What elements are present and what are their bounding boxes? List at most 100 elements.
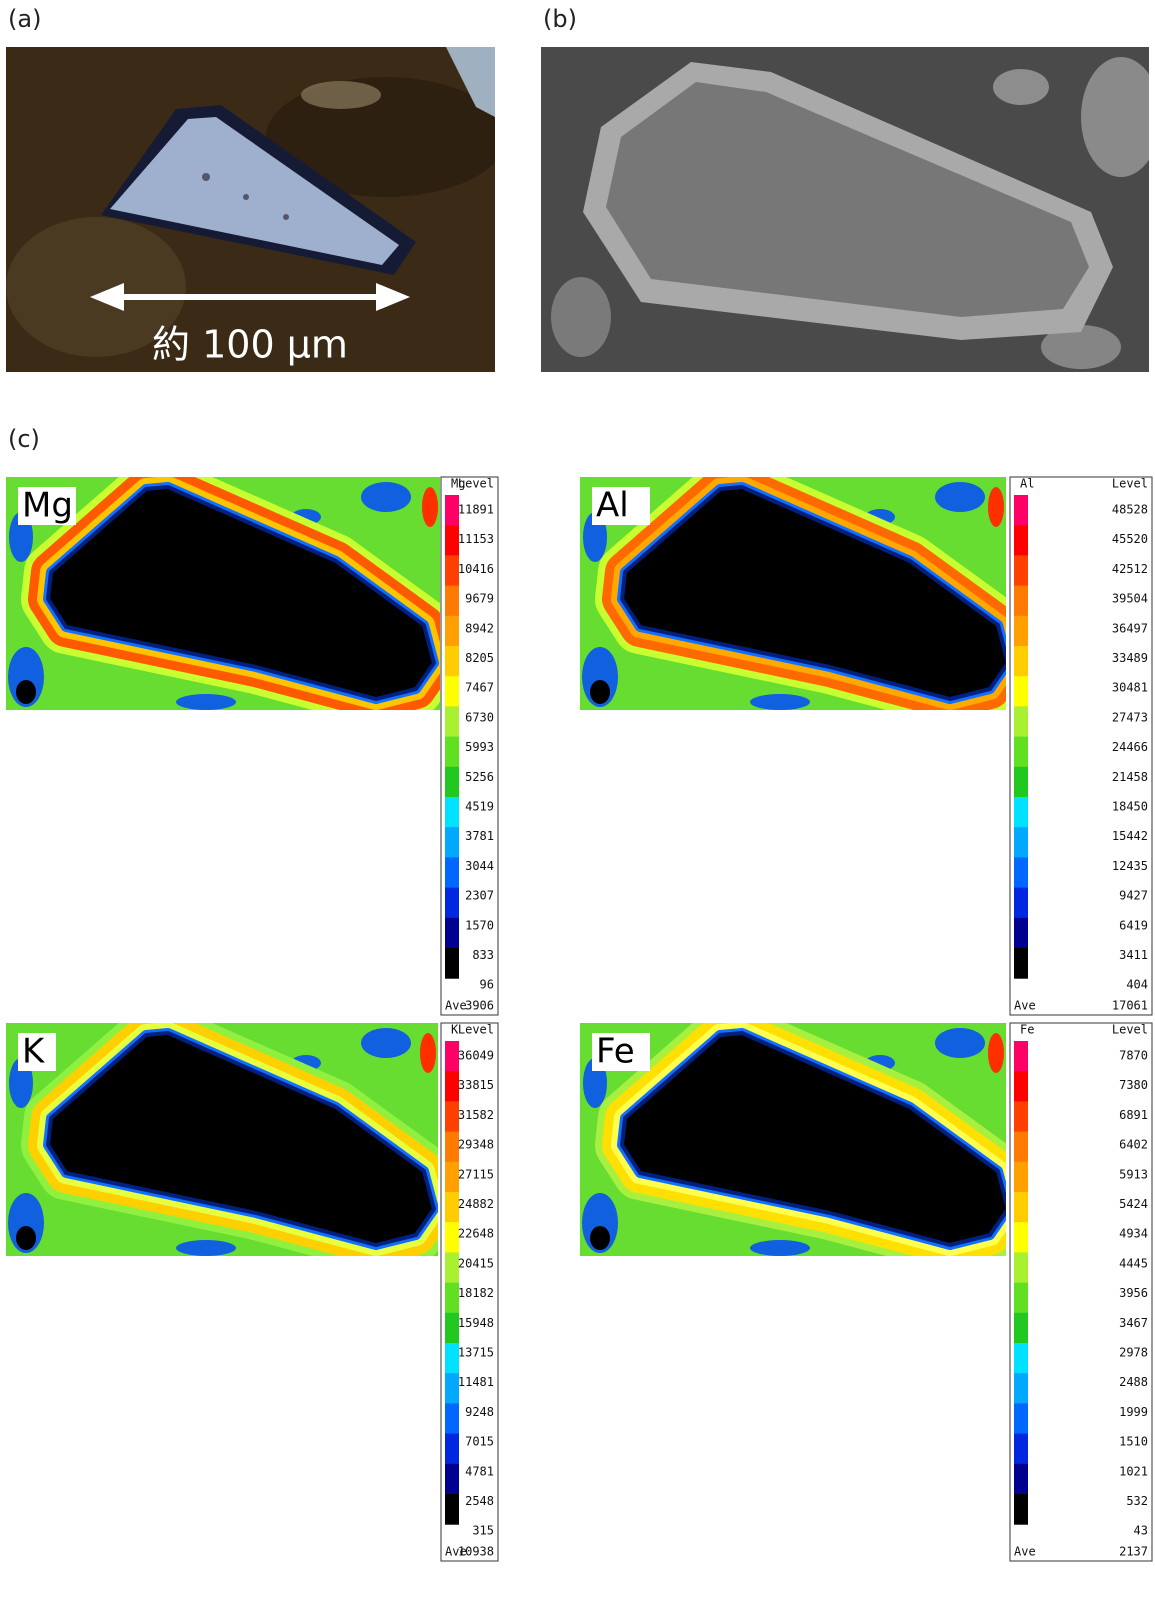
average-label: Ave bbox=[1014, 1545, 1036, 1559]
color-swatch bbox=[445, 767, 459, 798]
level-label: 13715 bbox=[458, 1346, 494, 1360]
color-swatch bbox=[1014, 1041, 1028, 1072]
color-swatch bbox=[1014, 616, 1028, 647]
level-label: 1570 bbox=[465, 918, 494, 932]
map-patch bbox=[422, 487, 438, 527]
level-label: 12435 bbox=[1112, 859, 1148, 873]
legend-title: Level bbox=[458, 477, 494, 491]
level-label: 7467 bbox=[465, 681, 494, 695]
color-swatch bbox=[445, 1494, 459, 1525]
average-value: 10938 bbox=[458, 1545, 494, 1559]
average-label: Ave bbox=[445, 999, 467, 1013]
color-swatch bbox=[1014, 827, 1028, 858]
element-map: Fe bbox=[580, 1023, 1008, 1256]
color-swatch bbox=[1014, 888, 1028, 919]
panel-label: (b) bbox=[543, 5, 577, 33]
color-swatch bbox=[1014, 1222, 1028, 1253]
level-label: 11481 bbox=[458, 1375, 494, 1389]
element-map: Mg bbox=[6, 477, 440, 710]
map-label: Mg bbox=[22, 486, 73, 526]
legend-title: Level bbox=[1112, 477, 1148, 491]
level-label: 15948 bbox=[458, 1316, 494, 1330]
color-swatch bbox=[1014, 1101, 1028, 1132]
color-swatch bbox=[1014, 797, 1028, 828]
color-swatch bbox=[1014, 646, 1028, 677]
level-label: 43 bbox=[1134, 1524, 1148, 1538]
color-swatch bbox=[1014, 1071, 1028, 1102]
level-label: 36497 bbox=[1112, 621, 1148, 635]
map-patch bbox=[16, 680, 36, 704]
level-label: 2488 bbox=[1119, 1375, 1148, 1389]
level-label: 21458 bbox=[1112, 770, 1148, 784]
level-label: 18450 bbox=[1112, 800, 1148, 814]
level-label: 18182 bbox=[458, 1286, 494, 1300]
color-swatch bbox=[445, 676, 459, 707]
level-label: 315 bbox=[472, 1524, 494, 1538]
map-patch bbox=[935, 1028, 985, 1058]
color-swatch bbox=[1014, 737, 1028, 768]
map-patch bbox=[750, 1240, 810, 1256]
level-label: 22648 bbox=[458, 1227, 494, 1241]
level-label: 1999 bbox=[1119, 1405, 1148, 1419]
map-patch bbox=[361, 1028, 411, 1058]
color-swatch bbox=[1014, 555, 1028, 586]
level-label: 5256 bbox=[465, 770, 494, 784]
level-label: 7870 bbox=[1119, 1049, 1148, 1063]
color-swatch bbox=[1014, 1464, 1028, 1495]
color-swatch bbox=[445, 918, 459, 949]
color-swatch bbox=[1014, 1162, 1028, 1193]
color-swatch bbox=[1014, 1373, 1028, 1404]
level-label: 11891 bbox=[458, 503, 494, 517]
map-label: K bbox=[22, 1032, 46, 1072]
color-swatch bbox=[445, 827, 459, 858]
level-label: 6730 bbox=[465, 710, 494, 724]
level-label: 3044 bbox=[465, 859, 494, 873]
color-swatch bbox=[1014, 918, 1028, 949]
map-patch bbox=[590, 1226, 610, 1250]
color-swatch bbox=[445, 948, 459, 979]
color-swatch bbox=[445, 586, 459, 617]
color-swatch bbox=[1014, 948, 1028, 979]
level-label: 15442 bbox=[1112, 829, 1148, 843]
color-swatch bbox=[1014, 495, 1028, 526]
figure-page: (a) (b) (c) 約 100 μm MgMgLevel1189111153… bbox=[0, 0, 1155, 1622]
map-patch bbox=[16, 1226, 36, 1250]
level-label: 833 bbox=[472, 948, 494, 962]
color-swatch bbox=[445, 1434, 459, 1465]
bse-image bbox=[541, 47, 1155, 372]
level-label: 9679 bbox=[465, 592, 494, 606]
level-label: 6419 bbox=[1119, 918, 1148, 932]
level-label: 1021 bbox=[1119, 1464, 1148, 1478]
level-label: 24882 bbox=[458, 1197, 494, 1211]
level-label: 2548 bbox=[465, 1494, 494, 1508]
color-swatch bbox=[445, 797, 459, 828]
micrograph: 約 100 μm bbox=[6, 47, 506, 372]
level-label: 7380 bbox=[1119, 1078, 1148, 1092]
color-swatch bbox=[445, 646, 459, 677]
map-patch bbox=[420, 1033, 436, 1073]
level-label: 4519 bbox=[465, 800, 494, 814]
level-label: 1510 bbox=[1119, 1435, 1148, 1449]
level-label: 3467 bbox=[1119, 1316, 1148, 1330]
level-label: 27473 bbox=[1112, 710, 1148, 724]
average-value: 3906 bbox=[465, 999, 494, 1013]
level-label: 24466 bbox=[1112, 740, 1148, 754]
average-value: 17061 bbox=[1112, 999, 1148, 1013]
level-label: 6402 bbox=[1119, 1138, 1148, 1152]
level-label: 33489 bbox=[1112, 651, 1148, 665]
panel-label: (c) bbox=[8, 425, 40, 453]
color-swatch bbox=[1014, 1252, 1028, 1283]
level-label: 4934 bbox=[1119, 1227, 1148, 1241]
map-patch bbox=[988, 1033, 1004, 1073]
map-patch bbox=[590, 680, 610, 704]
level-label: 8205 bbox=[465, 651, 494, 665]
scale-label: 約 100 μm bbox=[152, 323, 348, 367]
color-swatch bbox=[1014, 1343, 1028, 1374]
map-label: Al bbox=[596, 486, 629, 526]
color-swatch bbox=[445, 1403, 459, 1434]
level-label: 2307 bbox=[465, 889, 494, 903]
color-swatch bbox=[1014, 857, 1028, 888]
color-swatch bbox=[445, 737, 459, 768]
panel-label: (a) bbox=[8, 5, 41, 33]
color-swatch bbox=[445, 616, 459, 647]
